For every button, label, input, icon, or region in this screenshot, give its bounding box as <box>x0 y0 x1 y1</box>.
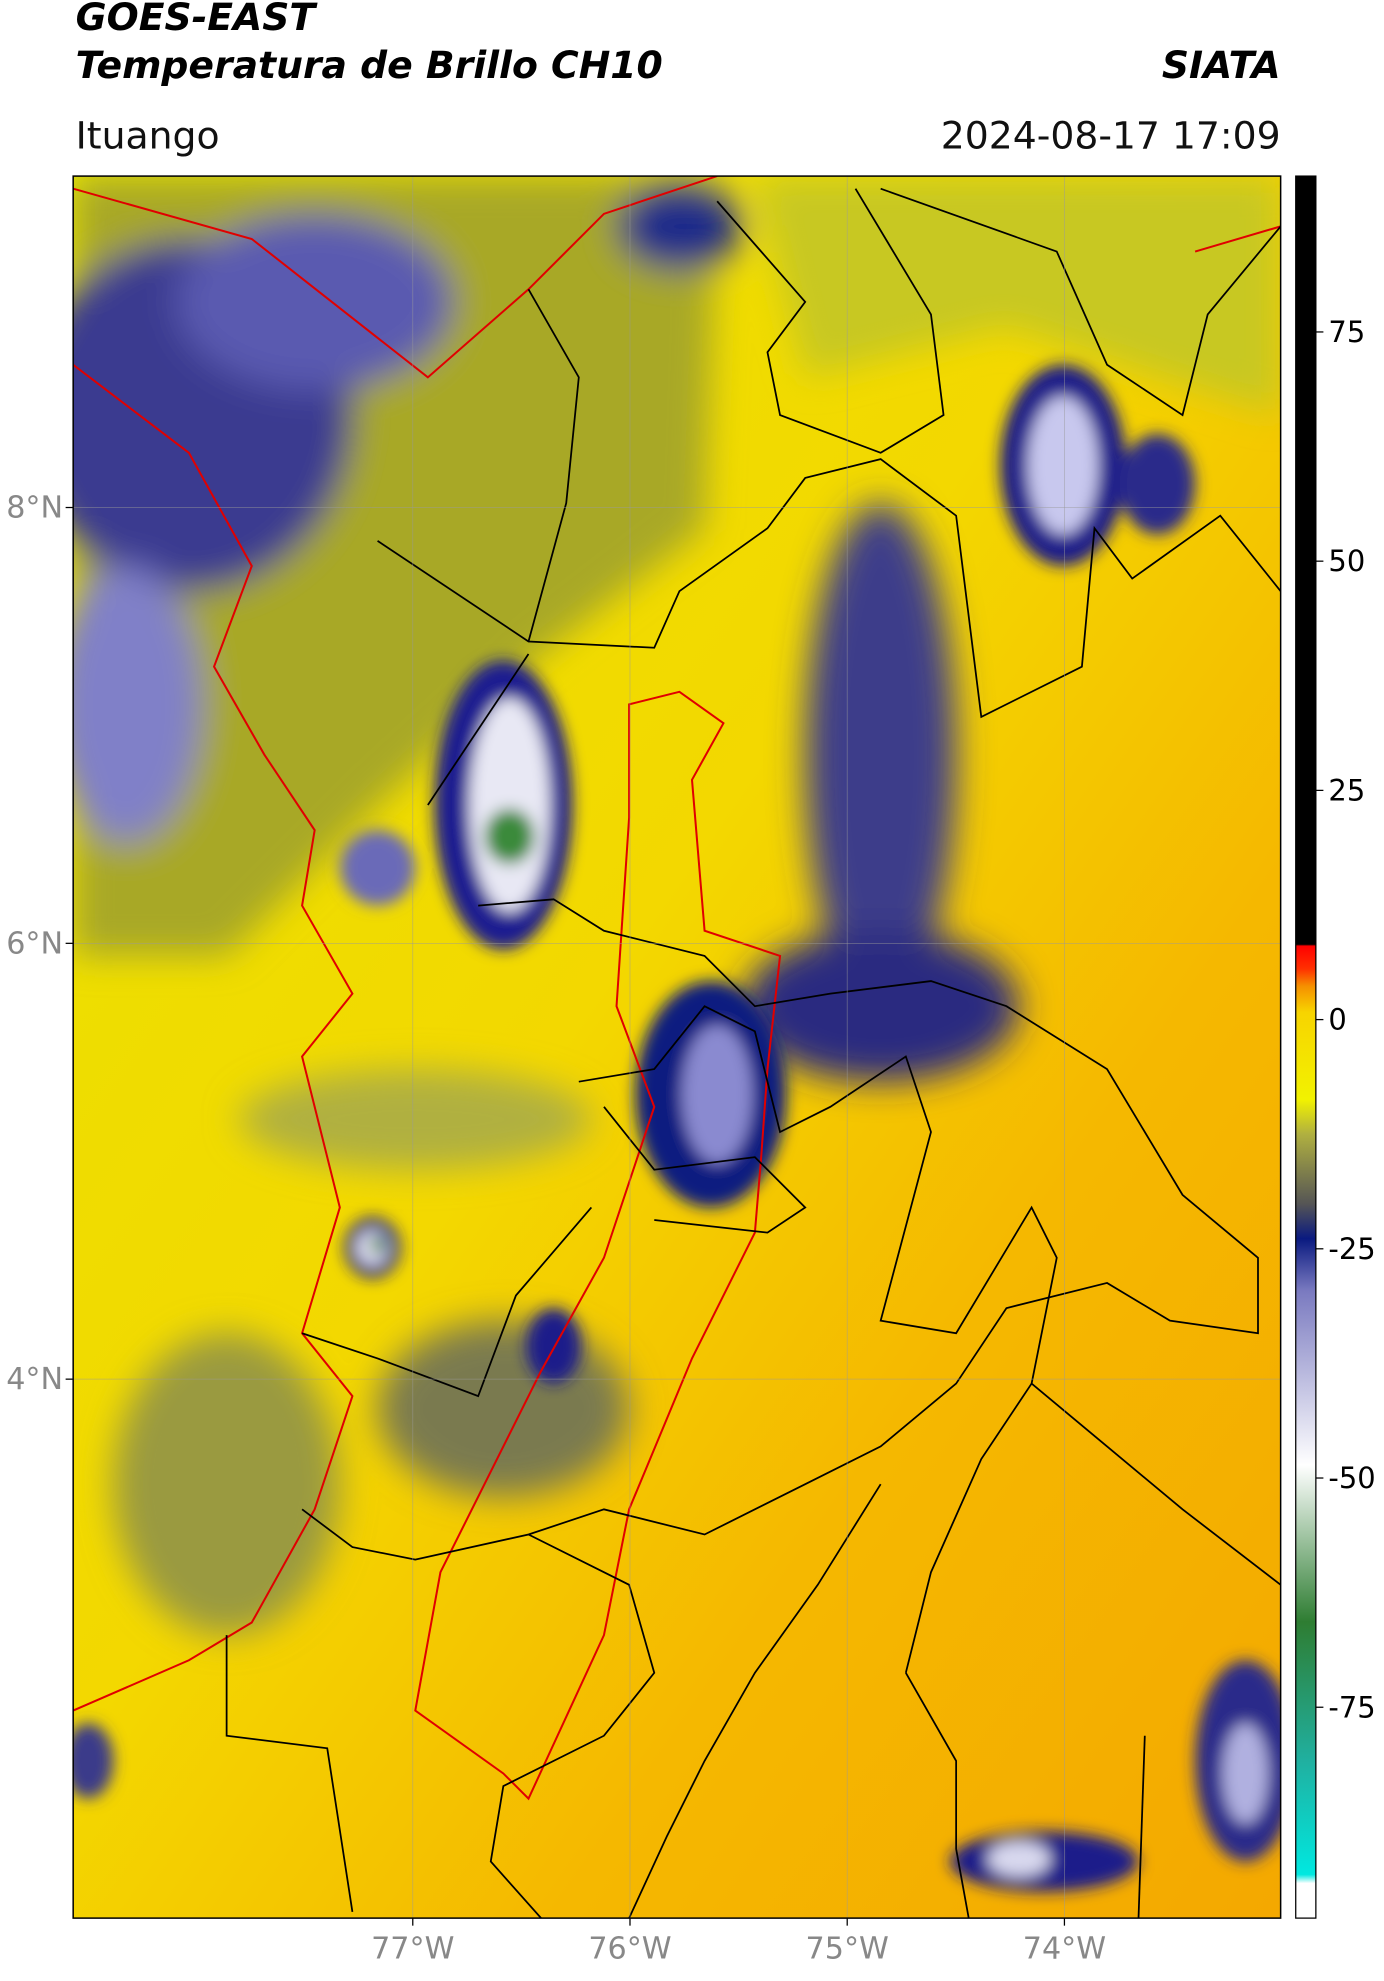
colorbar-tick-label: 25 <box>1328 773 1365 807</box>
title: GOES-EAST <box>76 0 319 39</box>
colorbar-tick-label: -75 <box>1328 1690 1375 1724</box>
colorbar-tick-label: 75 <box>1328 315 1365 349</box>
lon-tick-label: 74°W <box>1023 1931 1106 1966</box>
colorbar-tick-label: -25 <box>1328 1232 1375 1266</box>
lat-tick-label: 6°N <box>6 926 63 961</box>
colorbar-tick-label: 0 <box>1328 1003 1346 1037</box>
colorbar <box>1295 175 1317 1919</box>
lon-tick-label: 76°W <box>588 1931 671 1966</box>
subtitle: Temperatura de Brillo CH10 <box>76 43 663 87</box>
lon-tick-label: 75°W <box>806 1931 889 1966</box>
location: Ituango <box>76 113 220 157</box>
map-image <box>73 176 1281 1919</box>
lon-tick-label: 77°W <box>371 1931 454 1966</box>
lat-tick-label: 8°N <box>6 491 63 526</box>
colorbar-tick-label: -50 <box>1328 1461 1375 1495</box>
lat-tick-label: 4°N <box>6 1362 63 1397</box>
grid <box>73 176 1281 1919</box>
datetime: 2024-08-17 17:09 <box>941 113 1281 157</box>
agency: SIATA <box>1162 43 1281 87</box>
colorbar-tick-label: 50 <box>1328 544 1365 578</box>
map-frame <box>72 175 1282 1919</box>
